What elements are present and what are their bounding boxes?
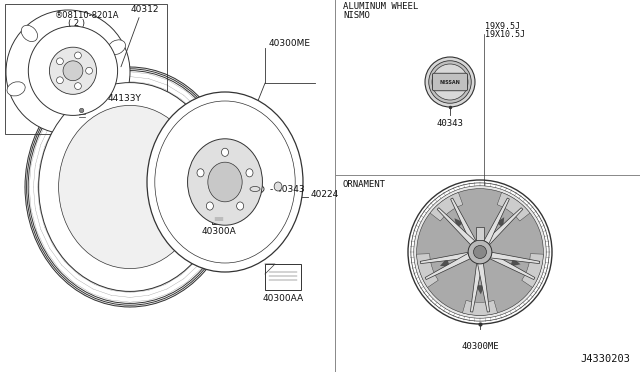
Ellipse shape — [246, 169, 253, 177]
Ellipse shape — [59, 105, 202, 269]
Text: 19X9.5J: 19X9.5J — [485, 22, 520, 31]
Polygon shape — [484, 198, 509, 244]
Text: 40300ME: 40300ME — [461, 342, 499, 351]
Polygon shape — [440, 258, 450, 267]
Polygon shape — [420, 252, 469, 264]
Polygon shape — [522, 254, 543, 288]
Polygon shape — [491, 252, 540, 264]
Ellipse shape — [237, 202, 244, 210]
Text: ORNAMENT: ORNAMENT — [343, 180, 386, 189]
Circle shape — [63, 61, 83, 81]
Text: - 40343: - 40343 — [270, 185, 305, 193]
Text: ®08110-8201A: ®08110-8201A — [55, 11, 120, 20]
Text: 40300ME: 40300ME — [269, 39, 311, 48]
FancyBboxPatch shape — [212, 214, 226, 224]
Polygon shape — [476, 285, 484, 294]
Circle shape — [56, 77, 63, 84]
Circle shape — [468, 240, 492, 264]
Text: NISMO: NISMO — [343, 11, 370, 20]
Polygon shape — [490, 253, 535, 280]
Ellipse shape — [79, 108, 84, 113]
Text: 40300AA: 40300AA — [262, 294, 303, 303]
Ellipse shape — [221, 148, 228, 156]
FancyBboxPatch shape — [476, 227, 484, 240]
Text: 40224: 40224 — [311, 190, 339, 199]
Text: NISSAN: NISSAN — [440, 80, 460, 84]
Ellipse shape — [274, 182, 282, 191]
Ellipse shape — [147, 92, 303, 272]
Ellipse shape — [208, 162, 242, 202]
Polygon shape — [510, 258, 520, 267]
Circle shape — [86, 67, 93, 74]
Text: ALUMINUM WHEEL: ALUMINUM WHEEL — [343, 2, 419, 11]
Circle shape — [429, 61, 471, 103]
Circle shape — [74, 83, 81, 90]
FancyBboxPatch shape — [433, 73, 467, 91]
Polygon shape — [495, 217, 504, 228]
Circle shape — [425, 57, 475, 107]
Polygon shape — [437, 208, 475, 245]
Bar — [5, 4, 167, 134]
Text: 40300A: 40300A — [202, 227, 236, 236]
Polygon shape — [417, 254, 438, 288]
Polygon shape — [430, 192, 463, 221]
Polygon shape — [454, 218, 465, 228]
Ellipse shape — [197, 169, 204, 177]
Ellipse shape — [21, 25, 38, 42]
Polygon shape — [425, 253, 470, 280]
Ellipse shape — [188, 139, 262, 225]
Ellipse shape — [246, 184, 264, 194]
Ellipse shape — [206, 202, 213, 210]
Polygon shape — [485, 208, 523, 245]
Text: J4330203: J4330203 — [580, 354, 630, 364]
Ellipse shape — [108, 40, 125, 55]
Ellipse shape — [38, 83, 221, 291]
Text: 19X10.5J: 19X10.5J — [485, 30, 525, 39]
Circle shape — [6, 10, 130, 134]
Polygon shape — [451, 198, 476, 244]
Circle shape — [432, 64, 468, 100]
Text: ( 2 ): ( 2 ) — [68, 19, 85, 28]
Polygon shape — [497, 192, 530, 221]
Text: 44133Y: 44133Y — [108, 94, 142, 103]
Text: 40343: 40343 — [436, 119, 463, 128]
Ellipse shape — [7, 82, 25, 96]
Circle shape — [49, 47, 97, 94]
Ellipse shape — [155, 101, 295, 263]
Polygon shape — [470, 263, 483, 312]
Circle shape — [74, 52, 81, 59]
Circle shape — [28, 26, 118, 115]
Bar — [265, 264, 301, 290]
Circle shape — [56, 58, 63, 65]
Circle shape — [474, 246, 486, 259]
Polygon shape — [477, 263, 490, 312]
Circle shape — [413, 186, 546, 318]
Text: 40312: 40312 — [131, 5, 159, 14]
Polygon shape — [463, 301, 497, 315]
Ellipse shape — [78, 115, 92, 133]
Circle shape — [417, 189, 543, 315]
